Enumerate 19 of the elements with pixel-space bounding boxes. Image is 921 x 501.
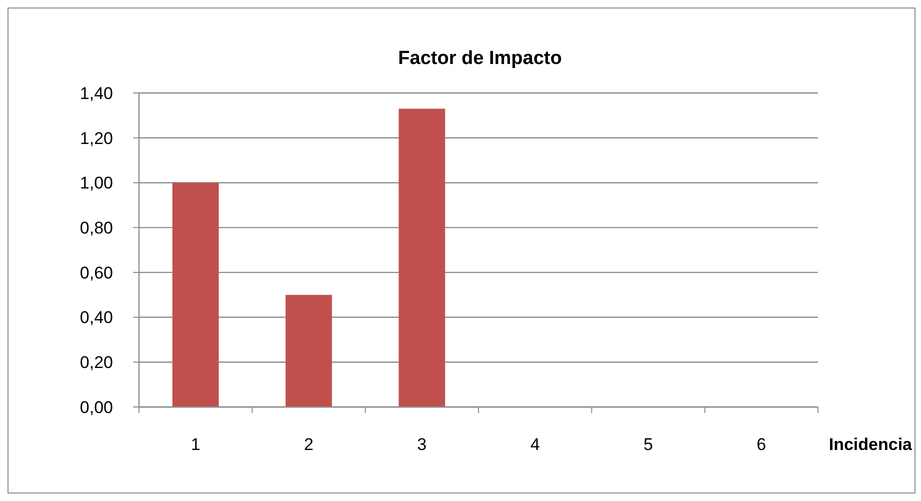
y-tick-label: 1,40 xyxy=(80,84,113,103)
x-tick-label: 5 xyxy=(644,435,653,454)
x-tick-label: 4 xyxy=(530,435,540,454)
chart-title: Factor de Impacto xyxy=(398,48,562,69)
x-axis-title: Incidencia xyxy=(828,435,913,454)
bar xyxy=(172,182,219,407)
x-tick-label: 1 xyxy=(190,435,200,454)
y-tick-label: 0,20 xyxy=(80,353,113,372)
y-tick-label: 1,20 xyxy=(80,128,113,148)
y-tick-label: 0,80 xyxy=(80,218,113,238)
x-tick-label: 6 xyxy=(756,435,766,454)
y-tick-label: 0,40 xyxy=(80,308,113,328)
bar xyxy=(286,294,332,407)
y-tick-label: 0,60 xyxy=(80,263,113,282)
bar xyxy=(398,108,446,407)
y-tick-label: 0,00 xyxy=(80,398,113,417)
x-tick-label: 2 xyxy=(304,435,314,454)
x-tick-label: 3 xyxy=(417,435,427,454)
y-tick-label: 1,00 xyxy=(80,174,113,193)
